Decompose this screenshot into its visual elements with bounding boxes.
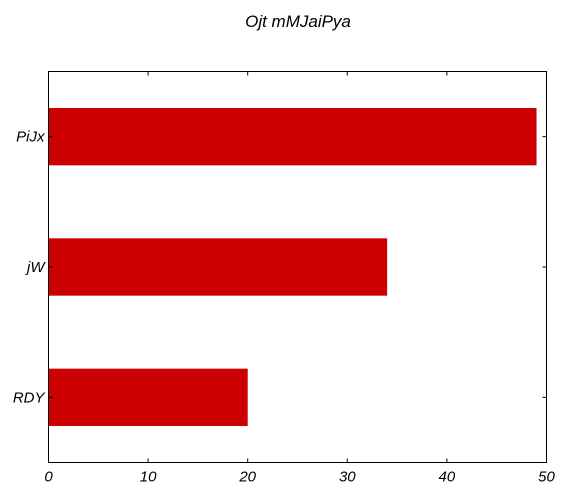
y-tick-label: PiJx: [16, 129, 45, 146]
x-tick-label: 10: [140, 469, 157, 486]
bar-pijx: [48, 107, 537, 166]
chart-title: Ojt mMJaiPya: [245, 12, 351, 31]
y-tick-label: RDY: [13, 389, 46, 406]
x-tick-label: 50: [538, 469, 555, 486]
x-tick-label: 30: [339, 469, 356, 486]
ticks-layer: PiJx jW RDY 0 10 20 30 40 50: [13, 71, 555, 486]
bar-rdy: [48, 368, 248, 427]
bar-jw: [48, 238, 388, 296]
x-tick-label: 20: [238, 469, 256, 486]
y-tick-label: jW: [25, 259, 46, 276]
x-tick-label: 40: [439, 469, 456, 486]
bars-layer: [48, 107, 537, 427]
plot-frame: [48, 71, 547, 463]
x-tick-label: 0: [44, 469, 53, 486]
